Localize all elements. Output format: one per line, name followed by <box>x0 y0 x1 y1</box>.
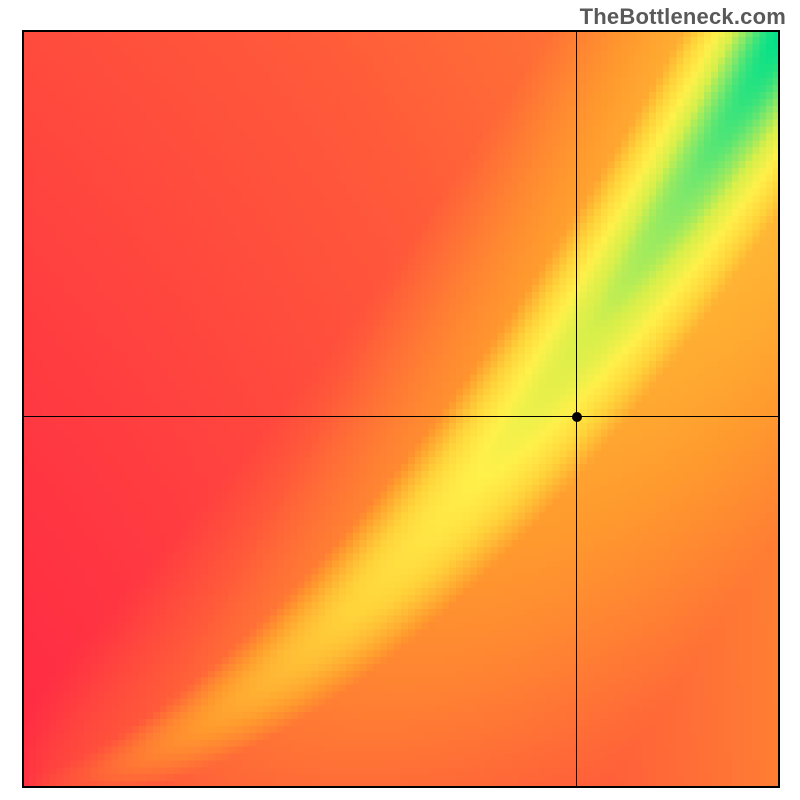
watermark-text: TheBottleneck.com <box>580 4 786 30</box>
crosshair-vertical <box>576 30 577 788</box>
crosshair-marker <box>572 412 582 422</box>
crosshair-horizontal <box>22 416 780 417</box>
root: TheBottleneck.com <box>0 0 800 800</box>
plot-frame <box>22 30 780 788</box>
